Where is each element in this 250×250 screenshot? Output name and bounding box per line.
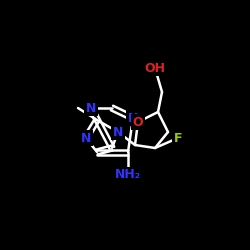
Text: N: N <box>81 132 91 144</box>
Text: O: O <box>133 116 143 128</box>
Text: NH₂: NH₂ <box>115 168 141 181</box>
Text: F: F <box>174 132 182 144</box>
Text: OH: OH <box>144 62 166 74</box>
Text: N: N <box>86 102 96 114</box>
Text: N: N <box>113 126 123 138</box>
Text: N: N <box>128 112 138 124</box>
